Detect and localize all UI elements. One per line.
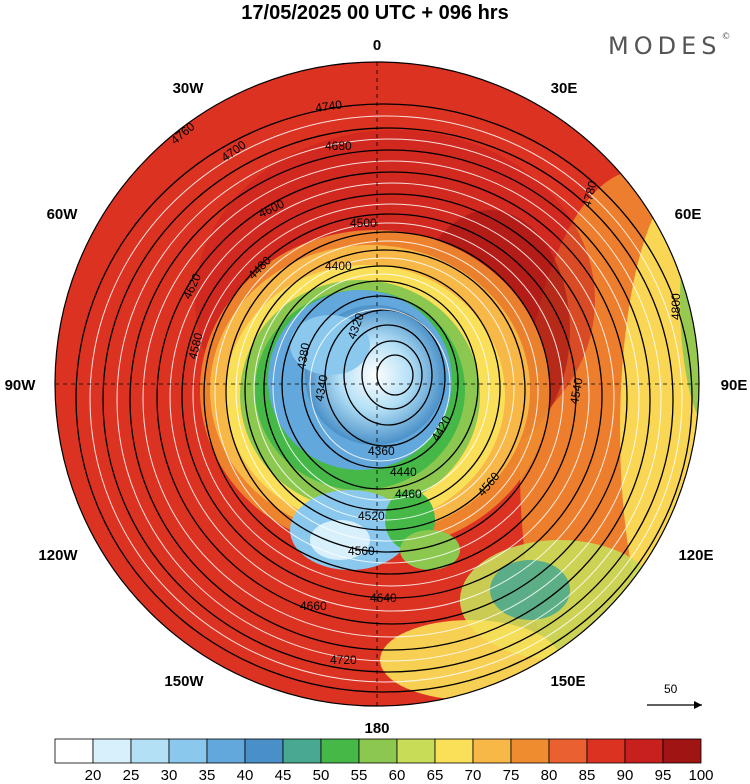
contour-label: 4440: [390, 465, 417, 479]
colorbar-swatch: [130, 738, 170, 764]
map-boundary: [54, 61, 700, 707]
colorbar-swatch: [624, 738, 664, 764]
colorbar-swatch: [586, 738, 626, 764]
brand-logo: MODES©: [608, 32, 731, 60]
contour-label: 4660: [300, 599, 327, 613]
contour-label: 4560: [348, 544, 375, 558]
colorbar-swatch: [54, 738, 94, 764]
colorbar-swatch: [662, 738, 702, 764]
colorbar-swatch: [92, 738, 132, 764]
colorbar-tick-label: 90: [616, 767, 634, 784]
colorbar-tick-label: 30: [160, 767, 178, 784]
contour-label: 4380: [294, 341, 312, 370]
colorbar-tick-label: 20: [84, 767, 102, 784]
colorbar-tick-label: 60: [388, 767, 406, 784]
graticule: [55, 62, 699, 706]
meridian-label: 120E: [678, 547, 713, 564]
contour-label: 4580: [185, 331, 206, 361]
height-contours: [75, 103, 693, 693]
colorbar-swatch: [244, 738, 284, 764]
meridian-label: 120W: [38, 547, 78, 564]
contour-label: 4460: [395, 487, 422, 501]
colorbar-tick-label: 85: [578, 767, 596, 784]
contour-label: 4780: [579, 179, 600, 209]
contour-label: 4360: [368, 444, 395, 458]
colorbar-swatch: [320, 738, 360, 764]
contour-label: 4400: [325, 259, 352, 273]
colorbar-tick-label: 25: [122, 767, 140, 784]
colorbar-tick-label: 70: [464, 767, 482, 784]
colorbar-tick-label: 35: [198, 767, 216, 784]
colorbar-swatch: [206, 738, 246, 764]
contour-label: 4680: [325, 139, 352, 153]
colorbar-tick-label: 40: [236, 767, 254, 784]
colorbar: [54, 738, 702, 764]
reference-vector-value: 50: [664, 682, 678, 696]
colorbar-swatch: [358, 738, 398, 764]
colorbar-swatch: [282, 738, 322, 764]
meridian-label: 60E: [675, 206, 702, 223]
colorbar-tick-label: 75: [502, 767, 520, 784]
meridian-label: 30W: [173, 80, 205, 97]
contour-label: 4500: [350, 216, 377, 230]
contour-label: 4340: [312, 373, 330, 402]
colorbar-tick-label: 80: [540, 767, 558, 784]
colorbar-swatch: [472, 738, 512, 764]
colorbar-tick-label: 50: [312, 767, 330, 784]
contour-label: 4740: [314, 97, 343, 115]
meridian-label: 150W: [164, 673, 204, 690]
contour-label: 4800: [669, 293, 683, 320]
meridian-labels: 0 30E 60E 90E 120E 150E 180 150W 120W 90…: [5, 37, 748, 735]
colorbar-tick-label: 45: [274, 767, 292, 784]
meridian-label: 150E: [550, 673, 585, 690]
contour-label: 4640: [370, 591, 397, 605]
meridian-label: 180: [364, 720, 389, 735]
contour-label: 4520: [358, 509, 385, 523]
colorbar-tick-label: 65: [426, 767, 444, 784]
colorbar-swatch: [396, 738, 436, 764]
meridian-label: 90W: [5, 377, 37, 394]
colorbar-swatch: [548, 738, 588, 764]
meridian-label: 0: [373, 37, 381, 54]
colorbar-swatch: [510, 738, 550, 764]
map-title: 17/05/2025 00 UTC + 096 hrs: [241, 2, 509, 24]
colorbar-swatch: [434, 738, 474, 764]
colorbar-swatch: [168, 738, 208, 764]
reference-vector-arrow: [647, 701, 702, 709]
wind-streamlines: [89, 115, 683, 683]
meridian-label: 30E: [551, 80, 578, 97]
polar-map: 0 30E 60E 90E 120E 150E 180 150W 120W 90…: [5, 37, 748, 735]
colorbar-tick-label: 55: [350, 767, 368, 784]
contour-label: 4720: [330, 653, 357, 667]
meridian-label: 60W: [47, 206, 79, 223]
meridian-label: 90E: [721, 377, 748, 394]
colorbar-tick-label: 95: [654, 767, 672, 784]
contour-label: 4540: [567, 376, 585, 405]
wind-speed-field: [55, 62, 699, 706]
colorbar-tick-label: 100: [688, 767, 714, 784]
